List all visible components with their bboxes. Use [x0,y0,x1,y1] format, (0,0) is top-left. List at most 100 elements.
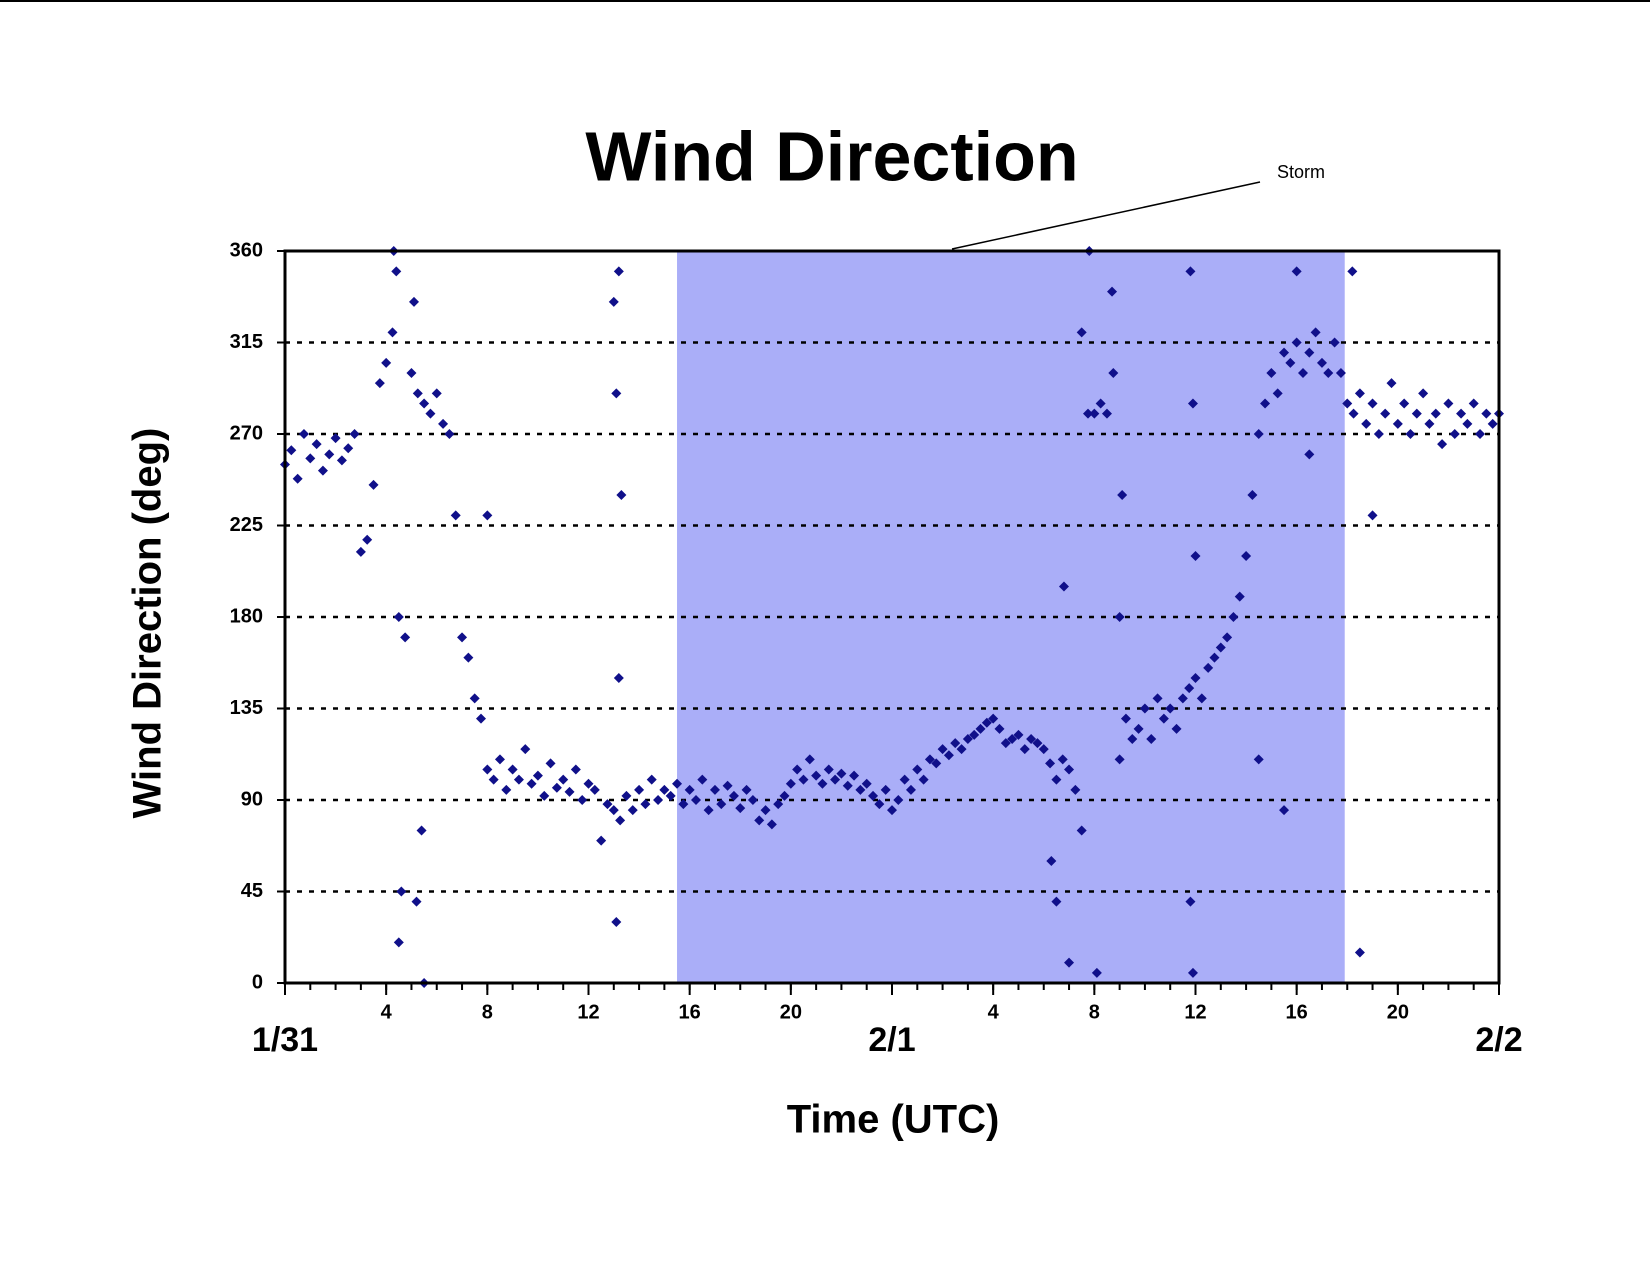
data-point [981,717,992,728]
data-point [608,805,619,816]
data-point [728,790,739,801]
data-point [1046,856,1057,866]
x-tick-label: 16 [1286,1001,1308,1023]
data-point [621,790,632,801]
data-point [1013,729,1024,740]
data-point [1316,357,1327,368]
data-point [311,439,322,450]
data-point [1203,662,1214,673]
data-point [1475,429,1486,439]
x-tick-label: 4 [381,1001,393,1023]
data-point [1215,642,1226,653]
data-point [684,784,695,795]
data-point [855,784,866,795]
data-point [615,815,626,826]
data-point [924,754,935,765]
data-point [747,795,758,805]
y-axis-title: Wind Direction (deg) [126,428,170,819]
x-tick-label: 20 [780,1001,802,1023]
data-point [577,795,588,805]
y-tick-label: 90 [241,788,263,810]
data-point [469,693,480,704]
data-point [583,778,594,789]
data-point [1107,286,1118,297]
data-point [1260,398,1271,409]
data-point [431,388,442,399]
data-point [893,795,904,805]
data-point [1443,398,1454,409]
y-tick-label: 315 [230,331,263,353]
x-tick-label: 16 [679,1001,701,1023]
data-point [507,764,518,775]
data-point [564,786,575,797]
data-point [1380,408,1391,419]
data-point [1117,490,1128,500]
data-point [741,784,752,795]
data-point [672,778,683,789]
data-point [539,790,550,801]
data-point [616,490,627,500]
data-point [400,632,411,643]
data-point [1266,368,1277,378]
x-date-label: 2/2 [1475,1021,1522,1059]
y-tick-label: 45 [241,880,263,902]
data-point [1108,368,1119,378]
data-point [994,723,1005,734]
data-point [887,805,897,816]
data-point [374,378,385,389]
data-point [1462,418,1473,429]
data-point [1361,418,1372,429]
data-point [823,764,834,775]
data-point [355,546,366,557]
data-point [634,784,645,795]
data-point [653,795,664,805]
data-point [817,778,828,789]
data-point [1399,398,1410,409]
data-point [1481,408,1492,419]
data-point [1456,408,1467,419]
data-point [1247,490,1258,500]
data-point [613,266,624,277]
data-point [722,780,733,791]
data-point [1310,327,1321,338]
data-point [1373,429,1384,439]
data-point [627,805,638,816]
data-point [1171,723,1182,734]
data-point [396,886,407,897]
data-point [1272,388,1283,399]
data-point [678,799,689,810]
data-point [444,429,455,439]
x-tick-label: 12 [577,1001,599,1023]
data-point [463,652,474,663]
data-point [1228,612,1239,622]
data-point [880,784,891,795]
data-point [1083,408,1094,419]
data-point [1329,337,1340,348]
data-point [931,758,942,769]
data-point [532,770,543,781]
data-point [1354,388,1365,399]
data-point [1418,388,1429,399]
data-point [596,835,607,846]
data-point [1177,693,1188,704]
x-tick-label: 12 [1184,1001,1206,1023]
data-point [975,723,986,734]
data-point [1253,429,1264,439]
data-point [1291,337,1302,348]
data-point [611,917,622,927]
data-point [969,729,980,740]
x-tick-label: 20 [1387,1001,1409,1023]
data-point [937,744,948,755]
data-point [905,784,916,795]
data-point [690,795,701,805]
data-point [1367,398,1378,409]
data-point [1304,449,1315,460]
data-point [520,744,531,755]
data-point [1032,738,1043,749]
data-point [1064,957,1075,968]
data-point [1449,429,1460,439]
data-point [640,799,651,810]
y-tick-label: 225 [230,514,263,536]
data-point [785,778,796,789]
